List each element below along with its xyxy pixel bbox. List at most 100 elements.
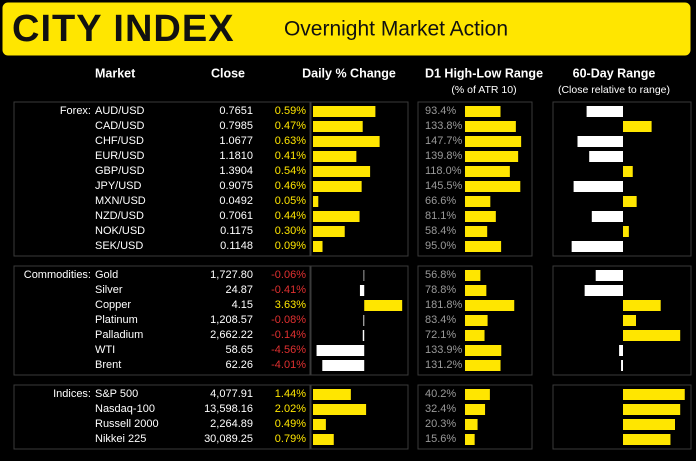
- change-bar: [322, 360, 365, 371]
- range-bar: [589, 151, 623, 162]
- change-label: -0.41%: [271, 284, 306, 296]
- change-label: 3.63%: [275, 299, 306, 311]
- market-name: Nikkei 225: [95, 433, 146, 445]
- close-value: 4,077.91: [210, 388, 253, 400]
- d1-bar: [465, 434, 475, 445]
- change-label: 0.79%: [275, 433, 306, 445]
- close-value: 24.87: [225, 284, 253, 296]
- title: Overnight Market Action: [284, 18, 508, 41]
- d1-bar: [465, 285, 487, 296]
- d1-bar: [465, 181, 521, 192]
- d1-label: 78.8%: [425, 284, 456, 296]
- range-bar: [623, 226, 629, 237]
- group-label: Forex:: [60, 105, 91, 117]
- logo: CITY INDEX: [12, 8, 235, 50]
- market-name: Brent: [95, 359, 121, 371]
- close-value: 0.7985: [219, 120, 253, 132]
- market-name: GBP/USD: [95, 165, 145, 177]
- range-bar: [623, 404, 681, 415]
- change-bar: [364, 300, 403, 311]
- change-bar: [313, 166, 371, 177]
- change-bar: [313, 196, 319, 207]
- change-label: 0.41%: [275, 150, 306, 162]
- change-label: 0.63%: [275, 135, 306, 147]
- col-header: 60-Day Range: [573, 66, 656, 80]
- d1-label: 133.8%: [425, 120, 463, 132]
- d1-label: 181.8%: [425, 299, 463, 311]
- d1-bar: [465, 345, 502, 356]
- d1-label: 93.4%: [425, 105, 456, 117]
- range-bar: [577, 136, 623, 147]
- col-subheader: (% of ATR 10): [451, 84, 516, 96]
- change-label: 0.30%: [275, 225, 306, 237]
- d1-bar: [465, 196, 491, 207]
- d1-bar: [465, 389, 490, 400]
- market-name: MXN/USD: [95, 195, 146, 207]
- change-label: 0.47%: [275, 120, 306, 132]
- close-value: 1.3904: [219, 165, 253, 177]
- d1-label: 15.6%: [425, 433, 456, 445]
- close-value: 2,662.22: [210, 329, 253, 341]
- market-name: CAD/USD: [95, 120, 145, 132]
- col-subheader: (Close relative to range): [558, 84, 670, 96]
- change-bar: [313, 404, 367, 415]
- d1-label: 95.0%: [425, 240, 456, 252]
- market-name: NZD/USD: [95, 210, 144, 222]
- close-value: 4.15: [232, 299, 253, 311]
- change-bar: [313, 181, 362, 192]
- d1-label: 145.5%: [425, 180, 463, 192]
- d1-bar: [465, 404, 486, 415]
- change-label: 0.09%: [275, 240, 306, 252]
- market-name: JPY/USD: [95, 180, 142, 192]
- d1-bar: [465, 419, 478, 430]
- close-value: 0.9075: [219, 180, 253, 192]
- range-bar: [573, 181, 623, 192]
- group-frame: [552, 101, 692, 257]
- market-name: WTI: [95, 344, 115, 356]
- col-header: Close: [211, 66, 245, 80]
- d1-label: 20.3%: [425, 418, 456, 430]
- change-label: 2.02%: [275, 403, 306, 415]
- d1-bar: [465, 136, 522, 147]
- col-header: D1 High-Low Range: [425, 66, 543, 80]
- change-bar: [313, 419, 326, 430]
- range-bar: [623, 330, 681, 341]
- d1-bar: [465, 300, 515, 311]
- group-frame: [13, 265, 311, 376]
- d1-label: 133.9%: [425, 344, 463, 356]
- d1-bar: [465, 226, 488, 237]
- range-bar: [623, 121, 652, 132]
- change-label: 0.54%: [275, 165, 306, 177]
- market-name: CHF/USD: [95, 135, 144, 147]
- range-bar: [623, 389, 685, 400]
- group-frame: [552, 265, 692, 376]
- range-bar: [623, 434, 671, 445]
- d1-bar: [465, 360, 501, 371]
- change-bar: [313, 226, 345, 237]
- close-value: 0.7651: [219, 105, 253, 117]
- change-bar: [359, 285, 365, 296]
- market-name: NOK/USD: [95, 225, 145, 237]
- change-bar: [313, 106, 376, 117]
- market-name: Russell 2000: [95, 418, 159, 430]
- d1-bar: [465, 151, 519, 162]
- d1-label: 32.4%: [425, 403, 456, 415]
- range-bar: [623, 300, 661, 311]
- d1-bar: [465, 106, 501, 117]
- close-value: 13,598.16: [204, 403, 253, 415]
- group-label: Commodities:: [24, 269, 91, 281]
- change-label: -0.14%: [271, 329, 306, 341]
- group-frame: [13, 384, 311, 450]
- market-name: EUR/USD: [95, 150, 145, 162]
- d1-bar: [465, 270, 481, 281]
- change-label: 1.44%: [275, 388, 306, 400]
- market-name: Copper: [95, 299, 131, 311]
- d1-label: 147.7%: [425, 135, 463, 147]
- d1-label: 40.2%: [425, 388, 456, 400]
- header-bar: [1, 1, 692, 57]
- market-name: AUD/USD: [95, 105, 145, 117]
- d1-label: 131.2%: [425, 359, 463, 371]
- group-frame: [13, 101, 311, 257]
